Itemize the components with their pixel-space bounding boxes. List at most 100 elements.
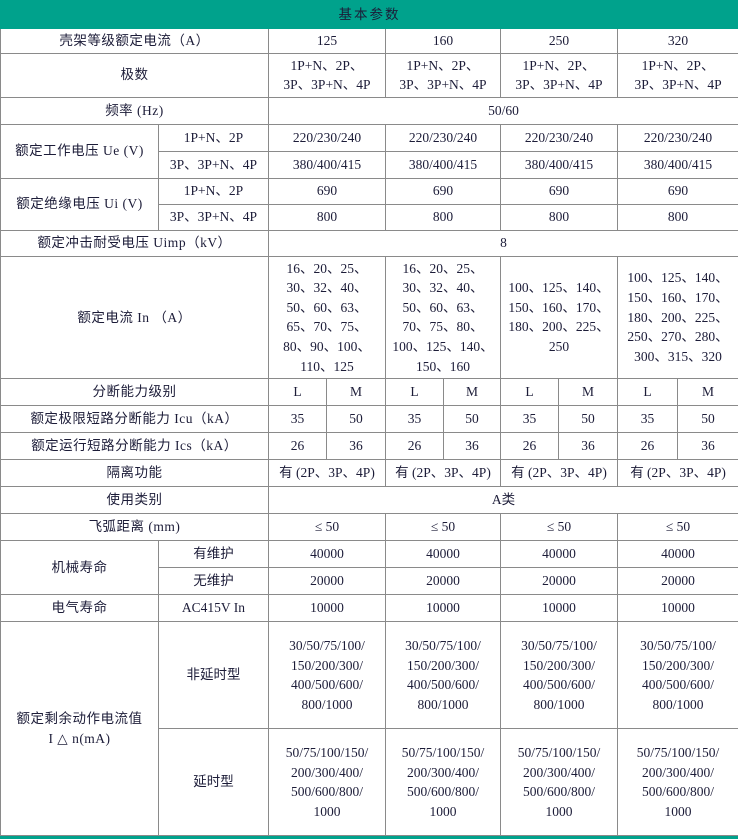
- cell-ue2-250: 380/400/415: [500, 150, 618, 179]
- cell-ics-125-m: 36: [326, 432, 386, 461]
- residual-line: 50/75/100/150/: [285, 744, 369, 760]
- residual-line: 150/200/300/: [642, 657, 715, 673]
- cell-icu-125-l: 35: [268, 405, 327, 434]
- row-label-ics: 额定运行短路分断能力 Ics（kA）: [0, 432, 269, 461]
- cell-mech1-320: 40000: [616, 540, 738, 569]
- in-line: 30、32、40、: [402, 280, 484, 296]
- in-line: 110、125: [300, 358, 354, 374]
- row-label-residual-current: 额定剩余动作电流值 I △ n(mA): [0, 621, 159, 837]
- cell-mech2-160: 20000: [385, 567, 501, 596]
- row-label-poles: 极数: [0, 52, 269, 98]
- cell-icu-160-m: 50: [443, 405, 501, 434]
- cell-class-160-m: M: [443, 378, 501, 407]
- residual-line: 500/600/800/: [522, 784, 595, 800]
- residual-line: 30/50/75/100/: [289, 637, 365, 653]
- cell-ui1-160: 690: [385, 177, 501, 205]
- cell-ue2-320: 380/400/415: [616, 150, 738, 179]
- residual-line: 800/1000: [417, 696, 469, 712]
- in-line: 250: [548, 338, 570, 354]
- row-label-elec-life: 电气寿命: [0, 594, 159, 623]
- cell-isolation-125: 有 (2P、3P、4P): [268, 459, 386, 488]
- cell-ui1-250: 690: [500, 177, 618, 205]
- cell-icu-320-m: 50: [676, 405, 738, 434]
- residual-line: 150/200/300/: [290, 657, 363, 673]
- cell-frequency-all: 50/60: [267, 96, 738, 125]
- in-line: 100、125、140、: [627, 270, 729, 286]
- in-line: 150、160、170、: [627, 290, 729, 306]
- in-line: 180、200、225、: [508, 319, 610, 335]
- column-header-160: 160: [385, 28, 501, 54]
- residual-line: 200/300/400/: [406, 764, 479, 780]
- residual-line: 30/50/75/100/: [521, 637, 597, 653]
- cell-arc-160: ≤ 50: [385, 513, 501, 542]
- cell-ue1-320: 220/230/240: [616, 123, 738, 152]
- poles-line-2: 3P、3P+N、4P: [515, 77, 603, 93]
- in-line: 50、60、63、: [402, 299, 484, 315]
- row-icu: 额定极限短路分断能力 Icu（kA） 35 50 35 50 35 50 35 …: [0, 405, 738, 434]
- cell-ui2-160: 800: [385, 203, 501, 231]
- in-line: 16、20、25、: [402, 260, 484, 276]
- cell-icu-125-m: 50: [326, 405, 386, 434]
- cell-class-125-l: L: [268, 378, 327, 407]
- sub-label-elec-life: AC415V In: [158, 594, 269, 623]
- row-residual-delay: 延时型 50/75/100/150/ 200/300/400/ 500/600/…: [1, 728, 738, 837]
- residual-line: 1000: [545, 803, 573, 819]
- row-ue-3p-4p: 3P、3P+N、4P 380/400/415 380/400/415 380/4…: [1, 150, 738, 179]
- row-label-arc-distance: 飞弧距离 (mm): [0, 513, 269, 542]
- cell-residual1-125: 30/50/75/100/ 150/200/300/ 400/500/600/ …: [268, 621, 386, 730]
- row-uimp: 额定冲击耐受电压 Uimp（kV） 8: [0, 229, 738, 257]
- cell-poles-250: 1P+N、2P、 3P、3P+N、4P: [500, 52, 618, 98]
- cell-arc-125: ≤ 50: [268, 513, 386, 542]
- cell-ue1-160: 220/230/240: [385, 123, 501, 152]
- sub-label-mech-maintained: 有维护: [158, 540, 269, 569]
- row-label-frame-rated-current: 壳架等级额定电流（A）: [0, 28, 269, 54]
- residual-line: 30/50/75/100/: [405, 637, 481, 653]
- poles-line-1: 1P+N、2P、: [290, 57, 364, 73]
- row-label-frequency: 频率 (Hz): [0, 96, 269, 125]
- cell-mech1-125: 40000: [268, 540, 386, 569]
- cell-ue1-125: 220/230/240: [268, 123, 386, 152]
- cell-elec-320: 10000: [616, 594, 738, 623]
- row-frequency: 频率 (Hz) 50/60: [0, 96, 738, 125]
- row-ue-1pn-2p: 额定工作电压 Ue (V) 1P+N、2P 220/230/240 220/23…: [0, 123, 738, 179]
- cell-residual2-250: 50/75/100/150/ 200/300/400/ 500/600/800/…: [500, 728, 618, 837]
- residual-line: 400/500/600/: [290, 677, 363, 693]
- cell-in-250: 100、125、140、 150、160、170、 180、200、225、 2…: [500, 255, 618, 380]
- row-elec-life: 电气寿命 AC415V In 10000 10000 10000 10000: [0, 594, 738, 623]
- residual-label-line-2: I △ n(mA): [48, 730, 111, 746]
- row-mech-life-maintained: 机械寿命 有维护 40000 40000 40000 40000: [0, 540, 738, 596]
- poles-line-1: 1P+N、2P、: [406, 57, 480, 73]
- cell-in-125: 16、20、25、 30、32、40、 50、60、63、 65、70、75、 …: [268, 255, 386, 380]
- cell-mech2-320: 20000: [616, 567, 738, 596]
- row-mech-life-unmaintained: 无维护 20000 20000 20000 20000: [1, 567, 738, 596]
- row-residual-non-delay: 额定剩余动作电流值 I △ n(mA) 非延时型 30/50/75/100/ 1…: [0, 621, 738, 837]
- row-poles: 极数 1P+N、2P、 3P、3P+N、4P 1P+N、2P、 3P、3P+N、…: [0, 52, 738, 98]
- cell-ue1-250: 220/230/240: [500, 123, 618, 152]
- cell-icu-320-l: 35: [617, 405, 678, 434]
- row-label-icu: 额定极限短路分断能力 Icu（kA）: [0, 405, 269, 434]
- row-ics: 额定运行短路分断能力 Ics（kA） 26 36 26 36 26 36 26 …: [0, 432, 738, 461]
- cell-arc-320: ≤ 50: [616, 513, 738, 542]
- in-line: 30、32、40、: [286, 280, 368, 296]
- poles-line-2: 3P、3P+N、4P: [283, 77, 371, 93]
- in-line: 80、90、100、: [283, 338, 371, 354]
- row-label-uimp: 额定冲击耐受电压 Uimp（kV）: [0, 229, 269, 257]
- row-label-mech-life: 机械寿命: [0, 540, 159, 596]
- cell-ics-250-l: 26: [500, 432, 559, 461]
- cell-class-250-l: L: [500, 378, 559, 407]
- in-line: 100、125、140、: [508, 280, 610, 296]
- residual-line: 150/200/300/: [406, 657, 479, 673]
- cell-ics-160-m: 36: [443, 432, 501, 461]
- cell-elec-125: 10000: [268, 594, 386, 623]
- row-ui-3p-4p: 3P、3P+N、4P 800 800 800 800: [1, 203, 738, 231]
- residual-line: 400/500/600/: [642, 677, 715, 693]
- cell-ui2-250: 800: [500, 203, 618, 231]
- cell-mech2-250: 20000: [500, 567, 618, 596]
- in-line: 70、75、80、: [402, 319, 484, 335]
- row-label-isolation: 隔离功能: [0, 459, 269, 488]
- cell-icu-250-m: 50: [558, 405, 618, 434]
- residual-line: 50/75/100/150/: [636, 744, 720, 760]
- cell-poles-160: 1P+N、2P、 3P、3P+N、4P: [385, 52, 501, 98]
- cell-class-160-l: L: [385, 378, 444, 407]
